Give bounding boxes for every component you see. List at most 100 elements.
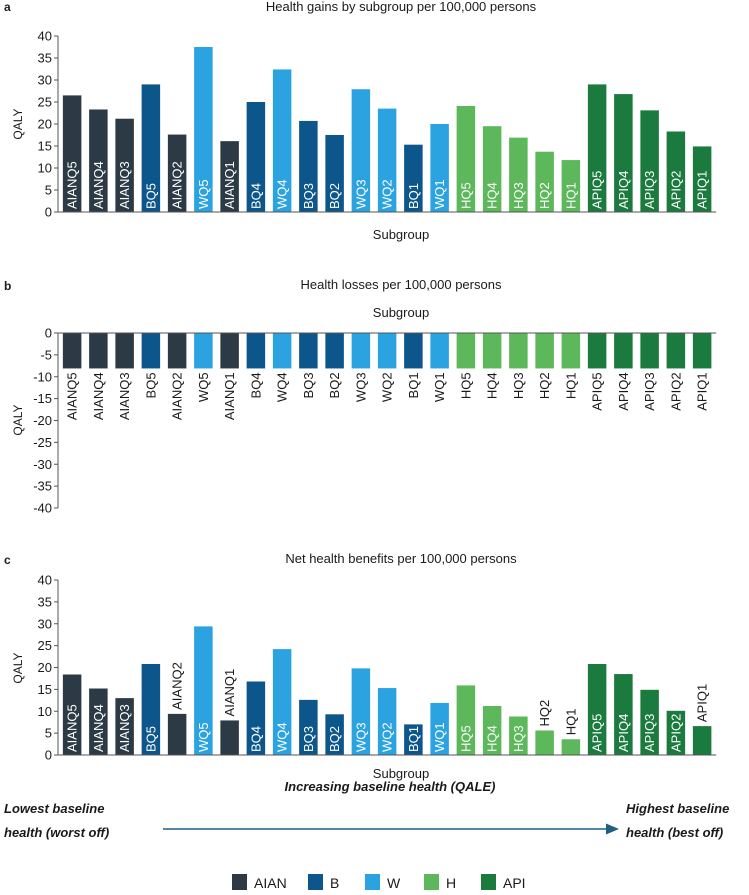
legend-label-api: API (503, 875, 526, 890)
bar-label: AIANQ4 (91, 372, 106, 420)
bar-hq4 (482, 706, 502, 755)
chart-title: Health losses per 100,000 persons (301, 277, 502, 292)
bar-apiq4 (614, 674, 633, 755)
bar-bq5 (141, 333, 161, 369)
bar-apiq2 (666, 131, 686, 212)
bar-label: HQ5 (458, 372, 473, 399)
footer-right-line2: health (best off) (626, 825, 723, 840)
y-tick-label: 0 (45, 326, 52, 341)
bar-label: AIANQ4 (91, 161, 106, 209)
bar-label: HQ2 (537, 372, 552, 399)
bar-hq5 (456, 685, 476, 755)
y-tick-label: 0 (45, 205, 52, 220)
bar-wq1 (430, 124, 449, 212)
y-tick-label: -5 (40, 347, 52, 362)
bar-hq2 (535, 730, 554, 755)
bar-bq2 (325, 333, 344, 369)
y-tick-label: 40 (38, 573, 52, 588)
bar-wq4 (272, 69, 292, 212)
y-tick-label: 30 (38, 73, 52, 88)
bar-label: HQ2 (537, 700, 552, 727)
bar-apiq5 (587, 84, 607, 212)
chart-panel-a: Health gains by subgroup per 100,000 per… (11, 0, 717, 242)
bar-wq2 (377, 688, 397, 755)
panel-letter-c: c (4, 553, 11, 567)
legend-swatch-aian (232, 874, 247, 890)
bar-label: APIQ5 (590, 171, 605, 209)
legend-label-h: H (446, 875, 456, 890)
bar-wq5 (194, 626, 213, 755)
bar-label: WQ4 (275, 372, 290, 402)
y-tick-label: 10 (38, 704, 52, 719)
bar-label: HQ5 (458, 725, 473, 752)
y-tick-label: 35 (38, 51, 52, 66)
y-tick-label: 25 (38, 638, 52, 653)
x-axis-label: Subgroup (373, 227, 429, 242)
bar-label: WQ1 (432, 179, 447, 209)
bar-wq4 (272, 333, 292, 369)
y-tick-label: -30 (33, 457, 52, 472)
bar-aianq2 (167, 134, 187, 212)
bar-label: BQ2 (327, 183, 342, 209)
bar-aianq3 (115, 333, 134, 369)
bar-label: WQ2 (380, 179, 395, 209)
bar-label: HQ4 (485, 372, 500, 399)
bar-wq3 (351, 333, 371, 369)
bar-apiq4 (614, 333, 633, 369)
bar-aianq5 (62, 95, 82, 212)
bar-label: WQ5 (196, 179, 211, 209)
footer-right-line1: Highest baseline (626, 801, 729, 816)
bar-hq1 (561, 333, 581, 369)
legend-label-b: B (330, 875, 339, 890)
bar-bq4 (246, 681, 266, 755)
bar-label: AIANQ3 (117, 704, 132, 752)
legend-swatch-h (424, 874, 439, 890)
bar-aianq4 (89, 333, 108, 369)
bar-label: APIQ4 (616, 171, 631, 209)
y-tick-label: 0 (45, 748, 52, 763)
bar-bq1 (404, 724, 423, 755)
bar-label: WQ1 (432, 722, 447, 752)
bar-label: HQ1 (563, 709, 578, 736)
bar-wq1 (430, 333, 449, 369)
bar-label: BQ4 (248, 183, 263, 209)
x-axis-label: Subgroup (373, 766, 429, 781)
y-tick-label: -10 (33, 369, 52, 384)
legend: AIAN B W H API (232, 874, 526, 891)
bar-label: APIQ1 (695, 171, 710, 209)
bar-wq5 (194, 333, 213, 369)
bar-wq3 (351, 668, 371, 755)
bar-label: APIQ4 (616, 372, 631, 410)
bar-label: APIQ3 (642, 171, 657, 209)
bar-aianq4 (89, 109, 108, 212)
bar-label: BQ4 (248, 726, 263, 752)
chart-panel-c: Net health benefits per 100,000 persons S… (11, 551, 717, 781)
y-tick-label: 25 (38, 95, 52, 110)
bar-aianq1 (220, 333, 239, 369)
bar-hq2 (535, 333, 554, 369)
bar-hq3 (509, 333, 528, 369)
bar-aianq3 (115, 698, 134, 755)
y-axis-label: QALY (11, 404, 25, 435)
bar-label: BQ1 (406, 726, 421, 752)
bar-label: BQ3 (301, 372, 316, 398)
y-tick-label: 5 (45, 183, 52, 198)
legend-swatch-b (308, 874, 323, 890)
bar-label: AIANQ1 (222, 372, 237, 420)
bar-label: BQ5 (143, 726, 158, 752)
legend-label-w: W (387, 875, 401, 890)
bar-aianq4 (89, 688, 108, 755)
legend-label-aian: AIAN (254, 875, 287, 890)
bar-bq1 (404, 333, 423, 369)
y-tick-label: -35 (33, 479, 52, 494)
bar-label: HQ3 (511, 725, 526, 752)
chart-panel-b: Health losses per 100,000 persons Subgrou… (11, 277, 717, 516)
chart-title: Net health benefits per 100,000 persons (285, 551, 517, 566)
y-tick-label: -20 (33, 413, 52, 428)
legend-swatch-api (481, 874, 496, 890)
y-tick-label: 10 (38, 161, 52, 176)
y-tick-label: 5 (45, 726, 52, 741)
bar-label: BQ3 (301, 726, 316, 752)
bar-bq3 (299, 333, 318, 369)
bar-bq4 (246, 102, 266, 212)
